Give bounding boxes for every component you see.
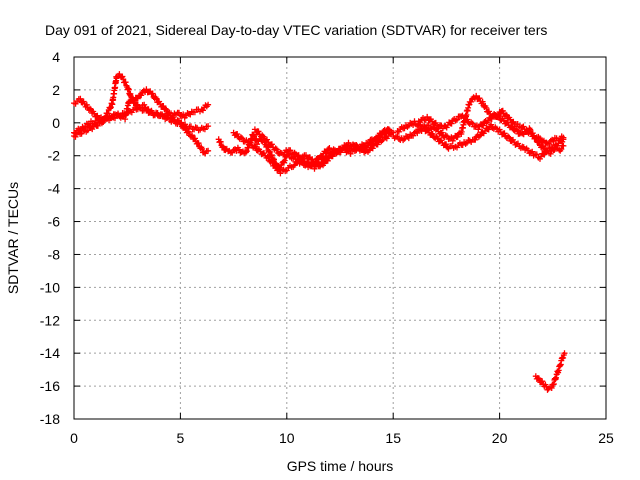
x-axis-ticks: 0 5 10 15 20 25 bbox=[70, 57, 614, 446]
y-tick-label: -8 bbox=[48, 246, 61, 262]
data-series bbox=[71, 86, 212, 157]
x-tick-label: 10 bbox=[279, 430, 295, 446]
data-series bbox=[251, 126, 395, 172]
y-tick-label: -18 bbox=[40, 411, 60, 427]
y-tick-label: 4 bbox=[52, 49, 60, 65]
point-markers bbox=[532, 350, 568, 393]
y-tick-label: -6 bbox=[48, 214, 61, 230]
y-tick-label: -16 bbox=[40, 378, 60, 394]
grid-lines bbox=[74, 57, 606, 419]
point-markers bbox=[251, 126, 395, 172]
x-tick-label: 20 bbox=[492, 430, 508, 446]
data-series bbox=[415, 111, 567, 157]
data-points bbox=[71, 71, 568, 393]
y-tick-label: -12 bbox=[40, 312, 60, 328]
y-tick-label: -14 bbox=[40, 345, 60, 361]
y-tick-label: 0 bbox=[52, 115, 60, 131]
data-series bbox=[390, 92, 567, 147]
y-tick-label: -2 bbox=[48, 148, 61, 164]
x-tick-label: 0 bbox=[70, 430, 78, 446]
x-tick-label: 25 bbox=[598, 430, 614, 446]
chart-title: Day 091 of 2021, Sidereal Day-to-day VTE… bbox=[45, 22, 547, 38]
point-markers bbox=[390, 92, 567, 147]
y-tick-label: 2 bbox=[52, 82, 60, 98]
data-series bbox=[532, 350, 568, 393]
x-tick-label: 5 bbox=[177, 430, 185, 446]
y-tick-label: -10 bbox=[40, 279, 60, 295]
y-axis-label: SDTVAR / TECUs bbox=[5, 182, 21, 294]
point-markers bbox=[71, 86, 212, 157]
x-axis-label: GPS time / hours bbox=[287, 458, 394, 474]
y-tick-label: -4 bbox=[48, 181, 61, 197]
data-series bbox=[71, 104, 212, 140]
point-markers bbox=[415, 111, 567, 157]
y-axis-ticks: 4 2 0 -2 -4 -6 -8 -10 -12 -14 -16 -18 bbox=[40, 49, 606, 427]
plot-area-frame bbox=[73, 56, 607, 420]
x-tick-label: 15 bbox=[385, 430, 401, 446]
point-markers bbox=[71, 104, 212, 140]
